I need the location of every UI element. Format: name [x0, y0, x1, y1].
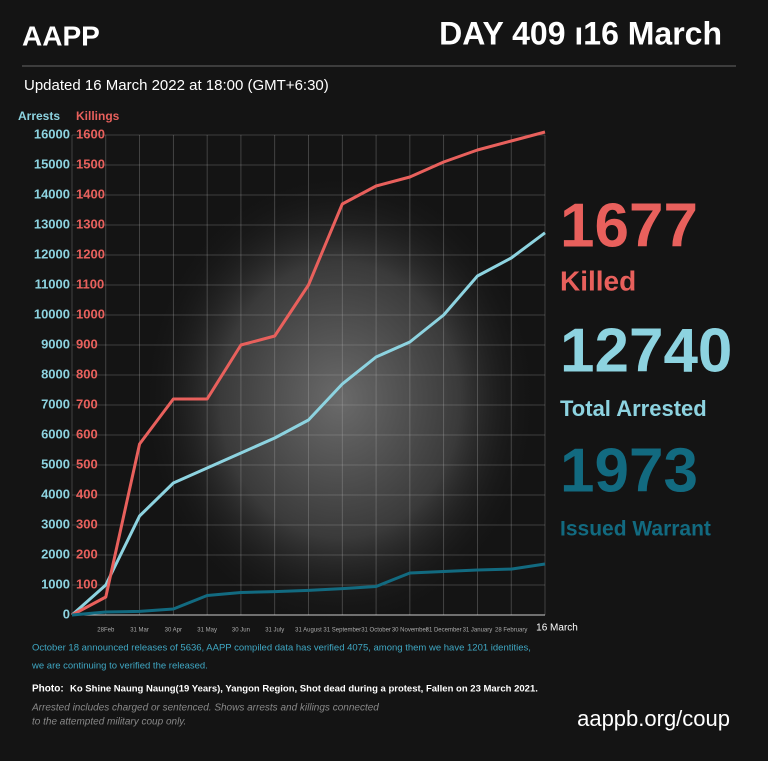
x-tick-label: 16 March [536, 623, 578, 634]
y2-tick-label: 1600 [76, 126, 105, 141]
total-value: 1973 [560, 436, 698, 505]
x-tick-label: 31 July [265, 628, 284, 634]
total-label: Total Arrested [560, 396, 707, 421]
x-tick-label: 31 August [295, 628, 322, 634]
plot: 0 1000 2000 3000 4000 5000 6000 7000 8000 9000 100… [34, 126, 578, 633]
y-tick-label: 2000 [41, 546, 70, 561]
y-tick-label: 8000 [41, 366, 70, 381]
x-tick-label: 28Feb [97, 628, 115, 634]
y-tick-label: 15000 [34, 156, 70, 171]
y-tick-label: 5000 [41, 456, 70, 471]
y-tick-label: 11000 [35, 276, 70, 291]
y2-axis-label: Killings [76, 109, 120, 123]
y-tick-label: 3000 [41, 516, 70, 531]
y2-tick-label: 1100 [76, 276, 104, 291]
note: we are continuing to verified the releas… [31, 661, 208, 672]
x-tick-label: 30 Apr [165, 628, 182, 634]
x-tick-label: 31 January [463, 628, 493, 634]
y-tick-label: 7000 [41, 396, 70, 411]
y2-tick-label: 800 [76, 366, 98, 381]
disclaimer: Arrested includes charged or sentenced. … [31, 703, 379, 714]
y-tick-label: 13000 [34, 216, 70, 231]
y2-tick-label: 1000 [76, 306, 105, 321]
y2-tick-label: 700 [76, 396, 98, 411]
y-tick-label: 10000 [34, 306, 70, 321]
x-tick-label: 31 May [197, 628, 217, 634]
y-tick-label: 1000 [41, 576, 70, 591]
x-tick-label: 28 February [495, 628, 527, 634]
y2-tick-label: 500 [76, 456, 98, 471]
day-title: DAY 409 ı16 March [439, 15, 722, 51]
x-tick-label: 31 September [323, 628, 361, 634]
y2-tick-label: 400 [76, 486, 98, 501]
photo-caption: Ko Shine Naung Naung(19 Years), Yangon R… [70, 684, 538, 695]
series-line [71, 562, 546, 617]
y2-tick-label: 1200 [76, 246, 105, 261]
y2-tick-label: 100 [76, 576, 98, 591]
x-tick-label: 31 Mar [130, 628, 149, 634]
y2-tick-label: 1400 [76, 186, 105, 201]
total-value: 1677 [560, 191, 698, 260]
total-value: 12740 [560, 316, 732, 385]
updated: Updated 16 March 2022 at 18:00 (GMT+6:30… [24, 77, 329, 94]
y-tick-label: 16000 [34, 126, 70, 141]
y-tick-label: 9000 [41, 336, 70, 351]
y-tick-label: 4000 [41, 486, 70, 501]
x-tick-label: 31 October [361, 628, 391, 634]
x-tick-label: 31 December [426, 628, 462, 634]
y-tick-label: 12000 [34, 246, 70, 261]
y-axis-label: Arrests [18, 109, 60, 123]
y2-tick-label: 200 [76, 546, 98, 561]
url: aappb.org/coup [577, 706, 730, 731]
y2-tick-label: 1300 [76, 216, 105, 231]
y-tick-label: 14000 [34, 186, 70, 201]
org-title: AAPP [22, 20, 100, 51]
y2-tick-label: 600 [76, 426, 98, 441]
series-line [71, 231, 546, 617]
note: October 18 announced releases of 5636, A… [32, 643, 531, 654]
portrait-photo [140, 170, 540, 630]
total-label: Issued Warrant [560, 518, 711, 541]
x-tick-label: 30 Jun [232, 628, 250, 634]
y2-tick-label: 900 [76, 336, 98, 351]
y2-tick-label: 1500 [76, 156, 105, 171]
disclaimer: to the attempted military coup only. [32, 717, 186, 728]
x-tick-label: 30 November [392, 628, 428, 634]
total-label: Killed [560, 265, 636, 296]
y-tick-label: 6000 [41, 426, 70, 441]
photo-label: Photo: [32, 684, 64, 695]
totals: 1677 Killed 12740 Total Arrested 1973 Issued … [560, 191, 732, 540]
y-tick-label: 0 [63, 606, 70, 621]
series-line [71, 130, 546, 617]
y2-tick-label: 300 [76, 516, 98, 531]
